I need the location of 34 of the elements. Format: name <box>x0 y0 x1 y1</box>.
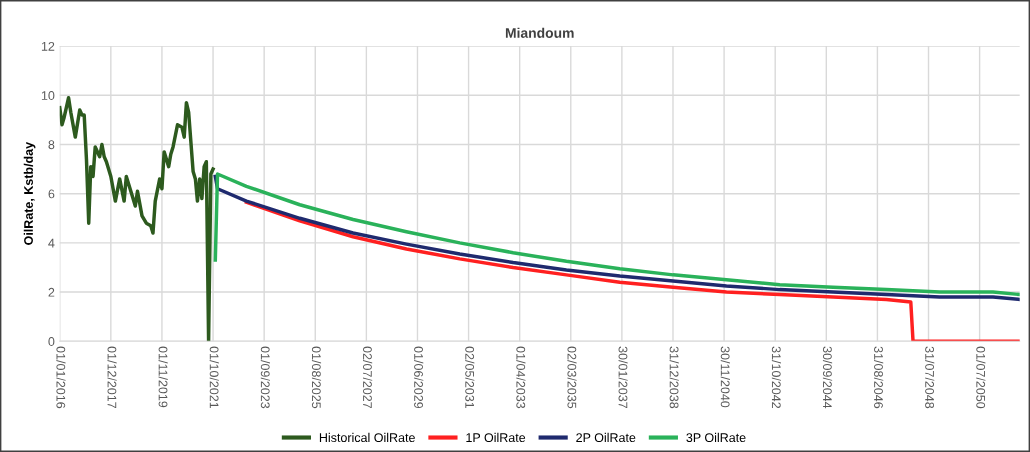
x-tick-label: 30/11/2040 <box>720 346 730 408</box>
y-tick-label: 0 <box>48 337 55 346</box>
y-axis-title: OilRate, Kstb/day <box>23 142 36 245</box>
legend-label: 2P OilRate <box>576 432 636 443</box>
x-tick-label: 01/12/2017 <box>107 346 117 409</box>
x-tick-label: 01/09/2023 <box>260 346 270 409</box>
y-tick-label: 10 <box>41 91 55 100</box>
line-series <box>59 96 215 342</box>
legend-label: Historical OilRate <box>319 432 415 443</box>
x-tick-label: 30/01/2037 <box>618 346 628 409</box>
chart-title: Miandoum <box>505 27 574 38</box>
x-tick-label: 01/11/2019 <box>158 346 168 408</box>
x-tick-label: 02/05/2031 <box>465 346 475 409</box>
y-tick-label: 2 <box>48 287 55 297</box>
x-tick-label: 01/07/2050 <box>976 346 986 409</box>
x-tick-label: 31/12/2038 <box>669 346 679 409</box>
y-tick-label: 6 <box>48 189 55 199</box>
x-tick-label: 01/04/2033 <box>516 346 526 409</box>
x-tick-label: 01/06/2029 <box>414 346 424 409</box>
x-tick-label: 31/10/2042 <box>771 346 782 409</box>
x-tick-label: 01/01/2016 <box>56 346 66 409</box>
y-tick-label: 8 <box>48 140 55 150</box>
line-series <box>244 200 1020 342</box>
y-tick-label: 4 <box>48 238 55 248</box>
x-tick-label: 01/08/2025 <box>311 346 322 409</box>
x-tick-label: 01/10/2021 <box>209 346 219 409</box>
legend-label: 3P OilRate <box>686 432 746 443</box>
x-tick-label: 02/03/2035 <box>567 346 577 409</box>
x-tick-label: 31/07/2048 <box>925 346 935 409</box>
x-tick-label: 02/07/2027 <box>363 346 373 409</box>
x-tick-label: 30/09/2044 <box>822 346 833 409</box>
legend-label: 1P OilRate <box>466 432 526 443</box>
x-tick-label: 31/08/2046 <box>874 346 884 409</box>
y-tick-label: 12 <box>41 41 55 51</box>
